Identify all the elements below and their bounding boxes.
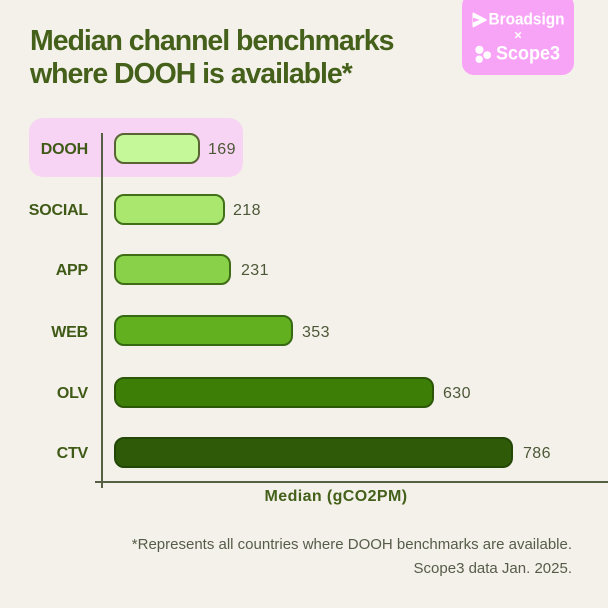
svg-text:Scope3: Scope3 xyxy=(496,43,560,65)
svg-text:Broadsign: Broadsign xyxy=(489,9,565,28)
svg-text:×: × xyxy=(514,28,522,43)
